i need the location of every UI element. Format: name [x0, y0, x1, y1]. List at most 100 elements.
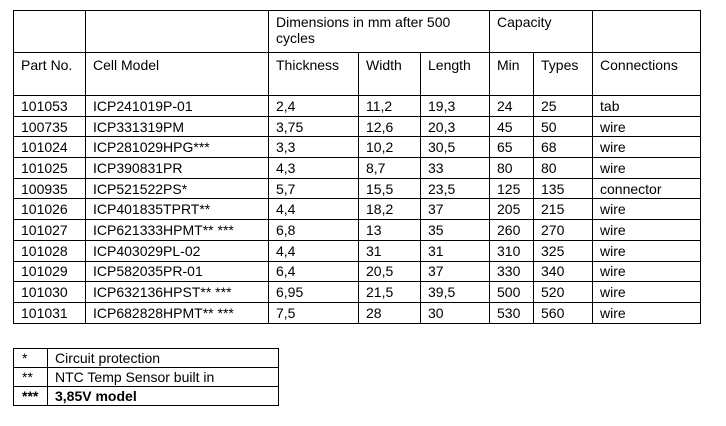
cell-min: 45: [489, 115, 535, 138]
column-header-part-no: Part No.: [13, 52, 86, 96]
table-row: 101027 ICP621333HPMT** *** 6,8 13 35 260 270 wi…: [13, 219, 702, 241]
cell-length: 37: [419, 198, 491, 221]
legend-text: 3,85V model: [47, 386, 279, 406]
cell-types: 325: [533, 239, 594, 262]
cell-connections: wire: [592, 260, 702, 283]
cell-cell-model: ICP390831PR: [85, 157, 269, 179]
cell-length: 23,5: [419, 177, 491, 200]
cell-cell-model: ICP403029PL-02: [85, 239, 269, 262]
cell-cell-model: ICP582035PR-01: [85, 260, 269, 283]
column-header-connections: Connections: [592, 52, 702, 96]
cell-length: 30,5: [419, 136, 491, 159]
cell-connections: wire: [592, 136, 702, 159]
column-header-thickness: Thickness: [268, 52, 359, 96]
cell-types: 520: [533, 281, 594, 303]
cell-connections: wire: [592, 115, 702, 138]
group-header-empty-cell-model: [85, 10, 269, 53]
cell-length: 37: [419, 260, 491, 283]
legend-row: * Circuit protection: [13, 348, 279, 368]
cell-types: 50: [533, 115, 594, 138]
cell-width: 12,6: [358, 115, 421, 138]
cell-width: 28: [358, 301, 421, 324]
cell-part-no: 101029: [13, 260, 86, 283]
cell-min: 310: [489, 239, 535, 262]
cell-connections: wire: [592, 301, 702, 324]
cell-thickness: 2,4: [268, 95, 359, 117]
table-row: 100935 ICP521522PS* 5,7 15,5 23,5 125 135 conne…: [13, 177, 702, 200]
cell-length: 33: [419, 157, 491, 179]
cell-part-no: 100935: [13, 177, 86, 200]
cell-width: 10,2: [358, 136, 421, 159]
cell-connections: wire: [592, 219, 702, 241]
cell-connections: wire: [592, 157, 702, 179]
cell-min: 125: [489, 177, 535, 200]
cell-types: 340: [533, 260, 594, 283]
table-row: 101053 ICP241019P-01 2,4 11,2 19,3 24 25 tab: [13, 95, 702, 117]
cell-thickness: 4,3: [268, 157, 359, 179]
cell-length: 30: [419, 301, 491, 324]
legend-symbol: ***: [13, 386, 48, 406]
table-row: 100735 ICP331319PM 3,75 12,6 20,3 45 50 wire: [13, 115, 702, 138]
table-row: 101031 ICP682828HPMT** *** 7,5 28 30 530 560 wi…: [13, 301, 702, 324]
legend-symbol: **: [13, 367, 48, 387]
table-row: 101026 ICP401835TPRT** 4,4 18,2 37 205 215 wire: [13, 198, 702, 221]
cell-min: 24: [489, 95, 535, 117]
cell-width: 11,2: [358, 95, 421, 117]
cell-min: 530: [489, 301, 535, 324]
cell-types: 80: [533, 157, 594, 179]
cell-thickness: 6,4: [268, 260, 359, 283]
cell-connections: wire: [592, 281, 702, 303]
cell-connections: tab: [592, 95, 702, 117]
table-row: 101029 ICP582035PR-01 6,4 20,5 37 330 340 wire: [13, 260, 702, 283]
cell-part-no: 101025: [13, 157, 86, 179]
cell-types: 68: [533, 136, 594, 159]
cell-part-no: 101026: [13, 198, 86, 221]
legend-row: ** NTC Temp Sensor built in: [13, 367, 279, 387]
cell-cell-model: ICP331319PM: [85, 115, 269, 138]
cell-length: 35: [419, 219, 491, 241]
cell-width: 31: [358, 239, 421, 262]
column-header-cell-model: Cell Model: [85, 52, 269, 96]
cell-cell-model: ICP521522PS*: [85, 177, 269, 200]
cell-width: 18,2: [358, 198, 421, 221]
cell-length: 31: [419, 239, 491, 262]
legend-text: NTC Temp Sensor built in: [47, 367, 279, 387]
cell-thickness: 6,95: [268, 281, 359, 303]
cell-connections: wire: [592, 198, 702, 221]
cell-width: 20,5: [358, 260, 421, 283]
cell-connections: wire: [592, 239, 702, 262]
cell-part-no: 101030: [13, 281, 86, 303]
group-header-empty-connections: [592, 10, 702, 53]
cell-types: 270: [533, 219, 594, 241]
legend-symbol: *: [13, 348, 48, 368]
cell-thickness: 6,8: [268, 219, 359, 241]
cell-cell-model: ICP281029HPG***: [85, 136, 269, 159]
cell-part-no: 100735: [13, 115, 86, 138]
table-row: 101030 ICP632136HPST** *** 6,95 21,5 39,5 500…: [13, 281, 702, 303]
cell-cell-model: ICP401835TPRT**: [85, 198, 269, 221]
battery-spec-table: Dimensions in mm after 500 cycles Capaci…: [13, 10, 702, 324]
cell-min: 80: [489, 157, 535, 179]
cell-width: 13: [358, 219, 421, 241]
cell-part-no: 101053: [13, 95, 86, 117]
legend-row: *** 3,85V model: [13, 386, 279, 406]
cell-types: 560: [533, 301, 594, 324]
cell-length: 39,5: [419, 281, 491, 303]
cell-part-no: 101028: [13, 239, 86, 262]
column-header-row: Part No. Cell Model Thickness Width Leng…: [13, 52, 702, 96]
group-header-capacity: Capacity: [489, 10, 594, 53]
table-row: 101028 ICP403029PL-02 4,4 31 31 310 325 wire: [13, 239, 702, 262]
column-header-min: Min: [489, 52, 535, 96]
cell-width: 15,5: [358, 177, 421, 200]
cell-thickness: 5,7: [268, 177, 359, 200]
table-row: 101024 ICP281029HPG*** 3,3 10,2 30,5 65 68 wire: [13, 136, 702, 159]
cell-length: 20,3: [419, 115, 491, 138]
column-header-width: Width: [358, 52, 421, 96]
footnote-legend-table: * Circuit protection ** NTC Temp Sensor …: [13, 348, 279, 406]
column-header-types: Types: [533, 52, 594, 96]
legend-text: Circuit protection: [47, 348, 279, 368]
cell-min: 260: [489, 219, 535, 241]
cell-types: 135: [533, 177, 594, 200]
cell-min: 330: [489, 260, 535, 283]
